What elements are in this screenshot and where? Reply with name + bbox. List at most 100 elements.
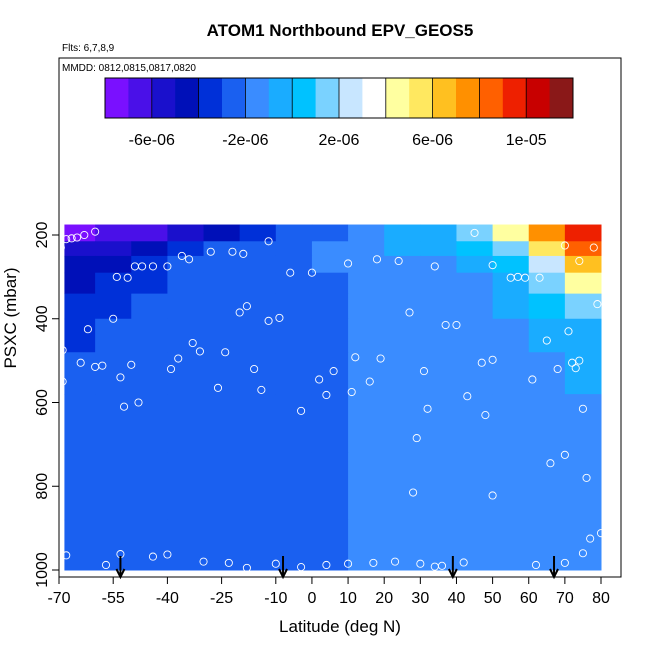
heatmap-cell — [64, 352, 96, 395]
heatmap-cell — [456, 241, 494, 257]
sample-point — [390, 557, 400, 566]
heatmap-cell — [311, 224, 349, 242]
heatmap-cell — [564, 452, 602, 521]
heatmap-cell — [420, 394, 457, 454]
sample-point — [430, 262, 439, 271]
colorbar-swatch — [128, 78, 153, 118]
sample-point — [596, 529, 606, 538]
heatmap-cell — [564, 352, 602, 395]
heatmap-cell — [131, 241, 168, 257]
sample-point — [257, 385, 266, 394]
heatmap-cell — [203, 452, 241, 521]
sample-point — [560, 450, 569, 459]
sample-point — [134, 398, 143, 407]
sample-point — [166, 364, 176, 374]
sample-point — [376, 354, 385, 363]
heatmap-cell — [384, 255, 421, 274]
sample-point — [264, 237, 273, 246]
heatmap-cell — [95, 255, 132, 274]
heatmap-cell — [95, 272, 132, 295]
heatmap-cell — [564, 255, 602, 274]
heatmap-cell — [420, 293, 457, 320]
heatmap-cell — [384, 318, 421, 353]
colorbar-swatch — [268, 78, 293, 118]
sample-point — [575, 356, 584, 365]
heatmap-cell — [239, 394, 277, 454]
heatmap-cell — [275, 224, 313, 242]
heatmap-cell — [348, 318, 385, 353]
colorbar-swatch — [549, 78, 574, 118]
heatmap-cell — [564, 272, 602, 295]
y-tick-label: 800 — [34, 473, 51, 500]
heatmap-cell — [167, 519, 205, 571]
colorbar-swatch — [245, 78, 270, 118]
colorbar-tick-label: 1e-05 — [506, 132, 547, 149]
heatmap-cell — [456, 224, 494, 242]
colorbar-swatch — [409, 78, 433, 118]
heatmap-cell — [492, 255, 530, 274]
heatmap-cell — [492, 352, 530, 395]
heatmap-cell — [95, 241, 132, 257]
heatmap-cell — [348, 241, 385, 257]
heatmap-cell — [203, 293, 241, 320]
colorbar-tick-label: -6e-06 — [129, 132, 175, 149]
heatmap-cell — [131, 224, 168, 242]
colorbar-swatch — [385, 78, 410, 118]
x-tick-label: 70 — [556, 590, 574, 607]
sample-point — [365, 377, 374, 386]
heatmap-cell — [384, 352, 421, 395]
sample-point — [228, 247, 237, 256]
sample-point — [409, 488, 418, 497]
sample-point — [329, 367, 338, 376]
heatmap-cell — [167, 272, 205, 295]
sample-point — [62, 551, 71, 560]
sample-point — [481, 411, 490, 420]
sample-point — [344, 259, 353, 268]
heatmap-cell — [131, 293, 168, 320]
sample-point — [542, 336, 551, 345]
heatmap-cell — [348, 352, 385, 395]
colorbar-tick-label: 6e-06 — [412, 132, 453, 149]
heatmap-cell — [456, 272, 494, 295]
x-axis: -70 -55 -40 -25 -10 0 10 20 30 40 50 60 70 80 — [47, 576, 610, 607]
heatmap-cell — [131, 272, 168, 295]
heatmap-cell — [528, 272, 566, 295]
heatmap-cell — [348, 224, 385, 242]
sample-point — [394, 256, 403, 266]
x-tick-label: 60 — [520, 590, 538, 607]
heatmap-cell — [131, 519, 168, 571]
colorbar-swatch — [175, 78, 199, 118]
sample-point — [582, 473, 591, 482]
heatmap-cell — [492, 318, 530, 353]
heatmap-cell — [167, 255, 205, 274]
x-tick-label: -10 — [264, 590, 287, 607]
heatmap-cell — [348, 452, 385, 521]
heatmap-cell — [420, 272, 457, 295]
sample-point — [112, 272, 121, 281]
sample-point — [148, 262, 157, 271]
heatmap-cell — [203, 224, 241, 242]
heatmap-cell — [456, 255, 494, 274]
sample-point — [322, 560, 331, 570]
sample-point — [593, 300, 602, 309]
sample-point — [123, 273, 132, 282]
heatmap-cell — [64, 318, 96, 353]
heatmap-cell — [95, 318, 132, 353]
heatmap-cell — [384, 224, 421, 242]
sample-point — [586, 534, 595, 543]
heatmap-cell — [95, 394, 132, 454]
heatmap-cell — [492, 224, 530, 242]
sample-point — [116, 373, 125, 382]
sample-point — [307, 268, 316, 277]
colorbar-tick-label: -2e-06 — [222, 132, 268, 149]
colorbar-swatch — [198, 78, 223, 118]
heatmap-cell — [384, 519, 421, 571]
sample-point — [560, 241, 569, 250]
sample-point — [571, 364, 580, 373]
colorbar-swatch — [502, 78, 527, 118]
sample-point — [477, 358, 486, 367]
heatmap-cell — [311, 293, 349, 320]
heatmap-cell — [167, 394, 205, 454]
heatmap-cell — [275, 293, 313, 320]
sample-point — [174, 354, 183, 363]
